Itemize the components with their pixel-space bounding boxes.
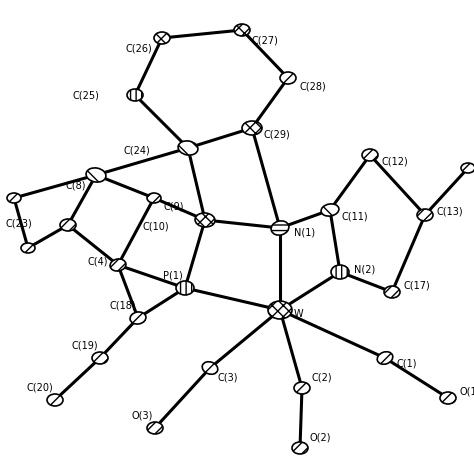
Ellipse shape xyxy=(147,193,161,203)
Text: C(11): C(11) xyxy=(342,211,369,221)
Ellipse shape xyxy=(234,24,250,36)
Text: N(2): N(2) xyxy=(354,265,375,275)
Text: C(27): C(27) xyxy=(252,35,279,45)
Text: N(1): N(1) xyxy=(294,227,315,237)
Text: C(23): C(23) xyxy=(5,218,32,228)
Ellipse shape xyxy=(21,243,35,253)
Ellipse shape xyxy=(195,213,215,227)
Ellipse shape xyxy=(268,301,292,319)
Ellipse shape xyxy=(461,163,474,173)
Text: C(10): C(10) xyxy=(142,221,169,231)
Ellipse shape xyxy=(292,442,308,454)
Text: C(20): C(20) xyxy=(26,383,53,393)
Ellipse shape xyxy=(202,362,218,374)
Text: C(26): C(26) xyxy=(125,43,152,53)
Ellipse shape xyxy=(154,32,170,44)
Ellipse shape xyxy=(331,265,349,279)
Ellipse shape xyxy=(47,394,63,406)
Text: O(3): O(3) xyxy=(132,411,153,421)
Ellipse shape xyxy=(147,422,163,434)
Text: C(19): C(19) xyxy=(72,341,98,351)
Text: C(24): C(24) xyxy=(123,145,150,155)
Ellipse shape xyxy=(384,286,400,298)
Ellipse shape xyxy=(60,219,76,231)
Text: W: W xyxy=(294,309,304,319)
Text: O(2): O(2) xyxy=(310,433,331,443)
Ellipse shape xyxy=(242,121,262,135)
Text: C(13): C(13) xyxy=(437,206,464,216)
Ellipse shape xyxy=(417,209,433,221)
Ellipse shape xyxy=(271,221,289,235)
Ellipse shape xyxy=(127,89,143,101)
Text: C(3): C(3) xyxy=(218,373,238,383)
Text: C(9): C(9) xyxy=(164,201,184,211)
Text: C(29): C(29) xyxy=(264,129,291,139)
Ellipse shape xyxy=(176,281,194,295)
Ellipse shape xyxy=(110,259,126,271)
Ellipse shape xyxy=(86,168,106,182)
Ellipse shape xyxy=(377,352,393,364)
Text: C(8): C(8) xyxy=(65,180,86,190)
Text: C(18): C(18) xyxy=(109,301,136,311)
Text: C(4): C(4) xyxy=(88,256,108,266)
Text: C(2): C(2) xyxy=(312,373,333,383)
Ellipse shape xyxy=(321,204,339,216)
Ellipse shape xyxy=(280,72,296,84)
Text: P(1): P(1) xyxy=(163,271,183,281)
Ellipse shape xyxy=(7,193,21,203)
Text: C(12): C(12) xyxy=(382,156,409,166)
Text: C(25): C(25) xyxy=(72,90,99,100)
Ellipse shape xyxy=(362,149,378,161)
Ellipse shape xyxy=(92,352,108,364)
Text: C(1): C(1) xyxy=(397,359,418,369)
Ellipse shape xyxy=(130,312,146,324)
Text: C(28): C(28) xyxy=(300,81,327,91)
Ellipse shape xyxy=(178,141,198,155)
Ellipse shape xyxy=(294,382,310,394)
Text: O(1): O(1) xyxy=(460,387,474,397)
Ellipse shape xyxy=(440,392,456,404)
Text: C(17): C(17) xyxy=(404,281,431,291)
